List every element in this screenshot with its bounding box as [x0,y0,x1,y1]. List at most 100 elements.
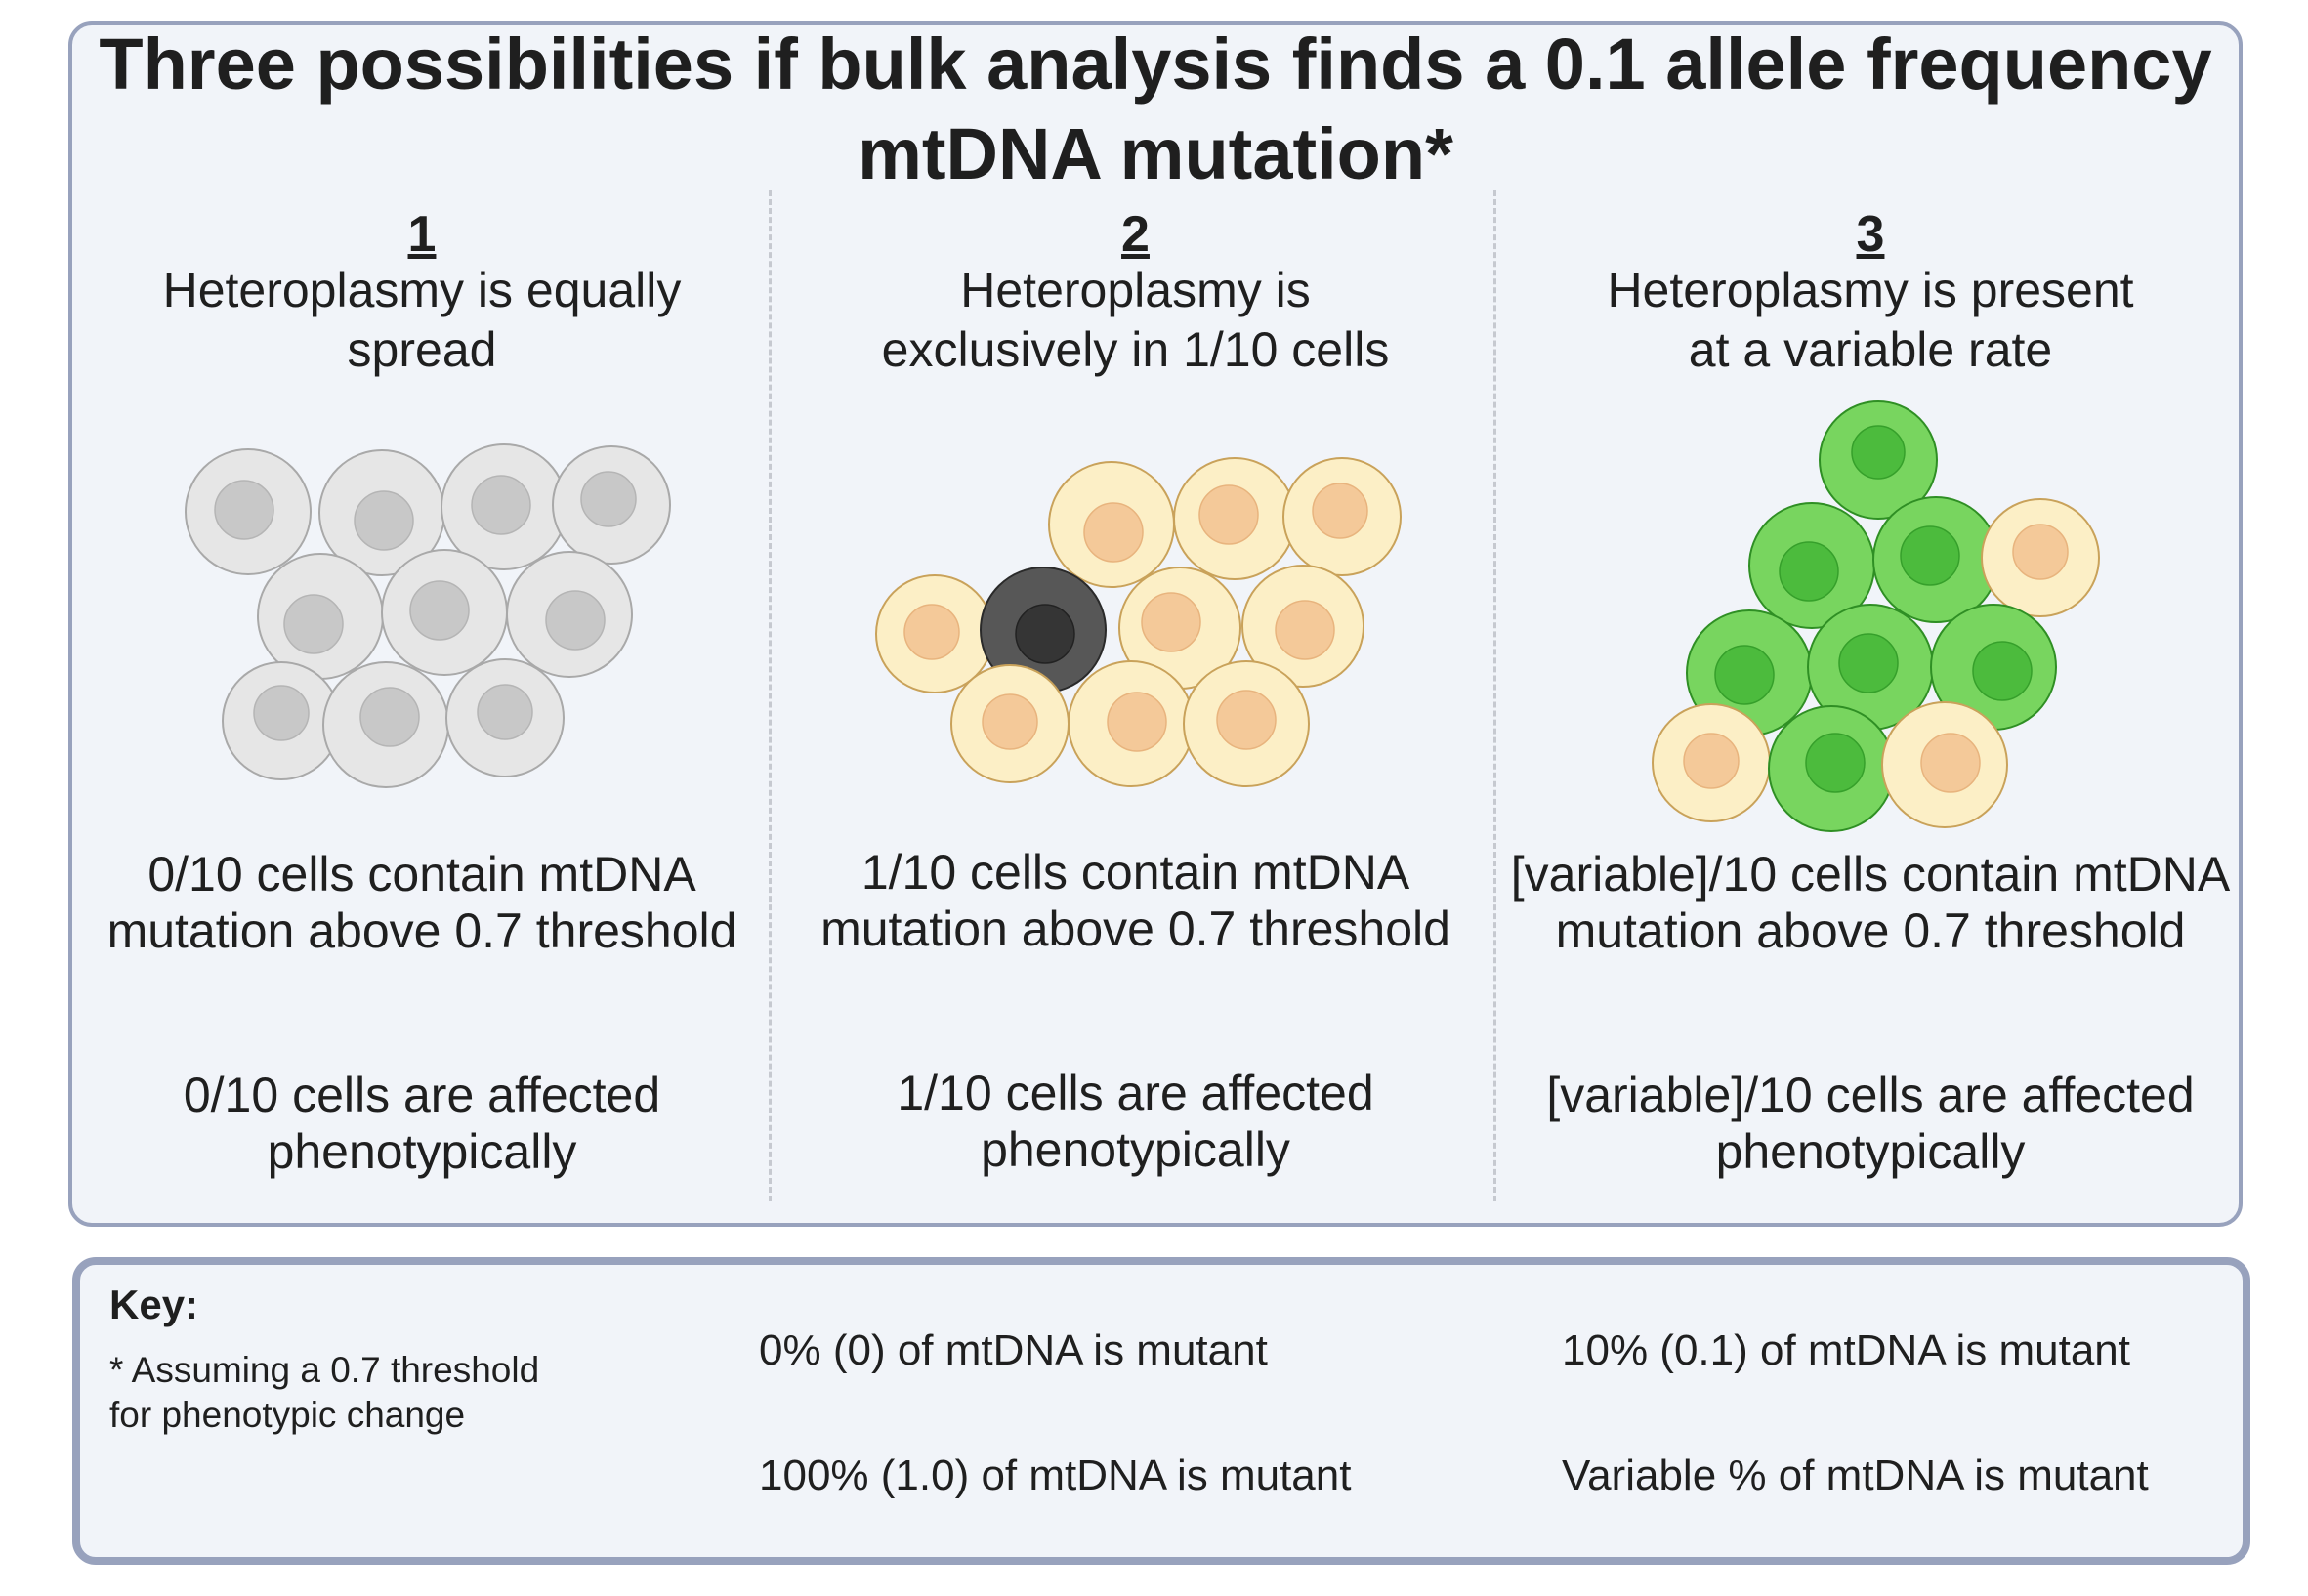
phenotype-effect-text: [variable]/10 cells are affected phenoty… [1499,1067,2242,1180]
cell-nucleus [2012,524,2069,580]
green-cell [1872,496,1999,623]
grey-cell [185,448,312,575]
grey-cell [222,661,341,780]
phenotype-effect-line-1: 1/10 cells are affected [897,1066,1374,1120]
figure-title: Three possibilities if bulk analysis fin… [68,20,2243,199]
grey-cell [506,551,633,678]
cream-cell [1881,701,2008,828]
cell-nucleus [580,471,637,527]
key-title: Key: [109,1281,199,1327]
scenario-number: 1 [407,206,437,263]
scenario-heading-line-2: at a variable rate [1688,322,2053,377]
scenario-column-3: 3 Heteroplasmy is present at a variable … [1499,0,2242,1231]
cell-nucleus [1015,604,1075,664]
cell-nucleus [1920,733,1981,793]
cell-nucleus [1851,425,1906,480]
cell-nucleus [1900,525,1960,586]
cream-cell [1981,498,2100,617]
mutation-count-line-1: 1/10 cells contain mtDNA [860,845,1410,900]
scenario-column-2: 2 Heteroplasmy is exclusively in 1/10 ce… [781,0,1490,1231]
cell-nucleus [1198,484,1259,545]
cell-nucleus [1972,641,2033,701]
cream-cell [1183,660,1310,787]
cell-nucleus [1714,645,1775,705]
scenario-heading-line-1: Heteroplasmy is [960,263,1311,317]
phenotype-effect-line-2: phenotypically [1715,1124,2026,1179]
scenario-column-1: 1 Heteroplasmy is equally spread 0/10 ce… [70,0,774,1231]
green-cell [1748,502,1875,629]
cell-nucleus [1107,692,1167,752]
grey-cell [441,443,567,570]
phenotype-effect-line-1: 0/10 cells are affected [183,1068,661,1122]
cream-cell [950,664,1070,783]
scenario-heading-line-2: exclusively in 1/10 cells [881,322,1390,377]
cell-nucleus [1312,483,1368,539]
cell-nucleus [214,480,274,540]
cream-cell [1282,457,1402,576]
cell-nucleus [283,594,344,654]
cell-nucleus [409,580,470,641]
cream-cell [1048,461,1175,588]
key-footnote: * Assuming a 0.7 threshold for phenotypi… [109,1350,540,1435]
cell-nucleus [471,475,531,535]
mutation-count-line-2: mutation above 0.7 threshold [1555,903,2186,958]
cream-cell [1241,565,1364,688]
scenario-number: 3 [1856,206,1885,263]
cell-nucleus [982,693,1038,750]
cell-cluster-1 [185,443,671,788]
mutation-count-line-2: mutation above 0.7 threshold [820,902,1450,956]
mutation-count-text: [variable]/10 cells contain mtDNA mutati… [1499,846,2242,959]
cell-nucleus [1275,600,1335,660]
scenario-heading-line-1: Heteroplasmy is present [1607,263,2134,317]
key-label-fully-mutant: 100% (1.0) of mtDNA is mutant [759,1451,1352,1499]
cream-cell [1118,567,1241,690]
cell-nucleus [903,604,960,660]
title-line-2: mtDNA mutation* [858,113,1453,194]
grey-cell [445,658,565,777]
grey-cell [257,553,384,680]
grey-cell [552,445,671,565]
cell-cluster-2 [875,457,1402,787]
mutation-count-line-2: mutation above 0.7 threshold [106,903,737,958]
title-line-1: Three possibilities if bulk analysis fin… [99,23,2212,105]
cell-nucleus [1683,733,1740,789]
cream-cell [1652,703,1771,822]
cell-nucleus [253,685,310,741]
cell-cluster-3 [1652,400,2100,832]
scenario-heading: Heteroplasmy is equally spread [70,261,774,380]
cell-nucleus [354,490,414,551]
cell-nucleus [1141,592,1201,652]
scenario-number: 2 [1121,206,1150,263]
dark-cell [980,567,1107,693]
phenotype-effect-line-2: phenotypically [267,1124,577,1179]
mutation-count-text: 1/10 cells contain mtDNA mutation above … [781,844,1490,957]
grey-cell [318,449,445,576]
scenario-heading-line-1: Heteroplasmy is equally [162,263,682,317]
phenotype-effect-line-1: [variable]/10 cells are affected [1546,1068,2195,1122]
phenotype-effect-line-2: phenotypically [981,1122,1290,1177]
mutation-count-text: 0/10 cells contain mtDNA mutation above … [70,846,774,959]
column-divider-1 [769,190,772,1201]
cell-nucleus [477,684,533,740]
green-cell [1819,400,1938,520]
cell-nucleus [1779,541,1839,602]
key-label-unmutated: 0% (0) of mtDNA is mutant [759,1326,1268,1374]
cream-cell [1068,660,1195,787]
green-cell [1807,604,1934,731]
scenario-heading: Heteroplasmy is present at a variable ra… [1499,261,2242,380]
mutation-count-line-1: [variable]/10 cells contain mtDNA [1510,847,2231,902]
key-label-variable: Variable % of mtDNA is mutant [1562,1451,2149,1499]
green-cell [1768,705,1895,832]
scenario-heading-line-2: spread [347,322,497,377]
cell-nucleus [359,687,420,747]
phenotype-effect-text: 0/10 cells are affected phenotypically [70,1067,774,1180]
column-divider-2 [1493,190,1496,1201]
cell-nucleus [1838,633,1899,693]
green-cell [1930,604,2057,731]
grey-cell [322,661,449,788]
scenario-heading: Heteroplasmy is exclusively in 1/10 cell… [781,261,1490,380]
phenotype-effect-text: 1/10 cells are affected phenotypically [781,1065,1490,1178]
cell-nucleus [1083,502,1144,563]
cream-cell [1173,457,1296,580]
